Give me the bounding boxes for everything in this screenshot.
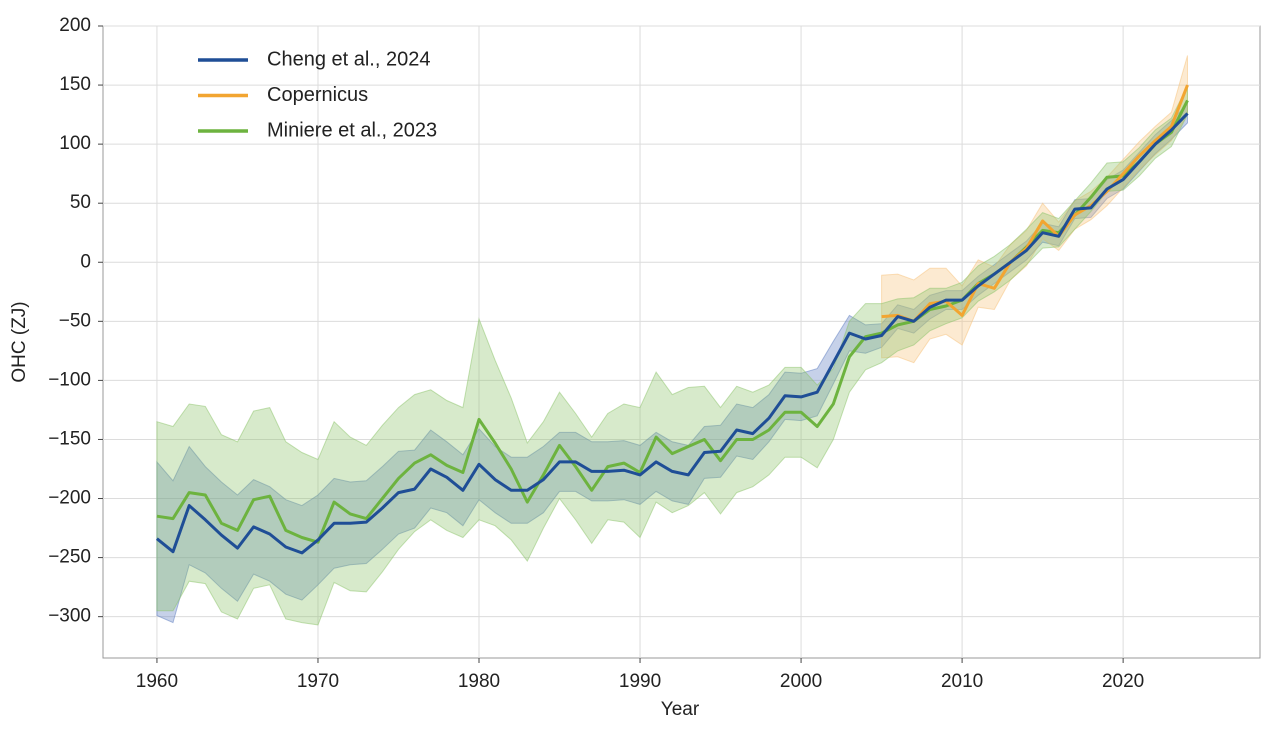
y-tick-label: 150 (59, 74, 91, 95)
y-axis-label: OHC (ZJ) (9, 301, 30, 382)
y-tick-label: −250 (48, 547, 91, 568)
x-tick-label: 1960 (136, 671, 178, 692)
x-tick-label: 1990 (619, 671, 661, 692)
y-tick-label: −50 (59, 310, 91, 331)
x-tick-label: 1970 (297, 671, 339, 692)
x-axis-label: Year (661, 699, 700, 720)
y-tick-label: −100 (48, 369, 91, 390)
series-line (155, 112, 1189, 555)
legend-label: Cheng et al., 2024 (267, 48, 430, 70)
x-tick-label: 2020 (1102, 671, 1144, 692)
uncertainty-band (156, 102, 1188, 624)
y-tick-label: 0 (80, 251, 91, 272)
x-tick-label: 2010 (941, 671, 983, 692)
series-line (881, 84, 1189, 323)
y-tick-label: 200 (59, 15, 91, 36)
y-tick-label: −300 (48, 606, 91, 627)
legend-label: Copernicus (267, 84, 368, 106)
y-tick-label: 50 (70, 192, 91, 213)
y-tick-label: −200 (48, 488, 91, 509)
y-tick-label: −150 (48, 428, 91, 449)
x-tick-label: 1980 (458, 671, 500, 692)
legend-label: Miniere et al., 2023 (267, 119, 437, 141)
x-tick-label: 2000 (780, 671, 822, 692)
y-tick-label: 100 (59, 133, 91, 154)
